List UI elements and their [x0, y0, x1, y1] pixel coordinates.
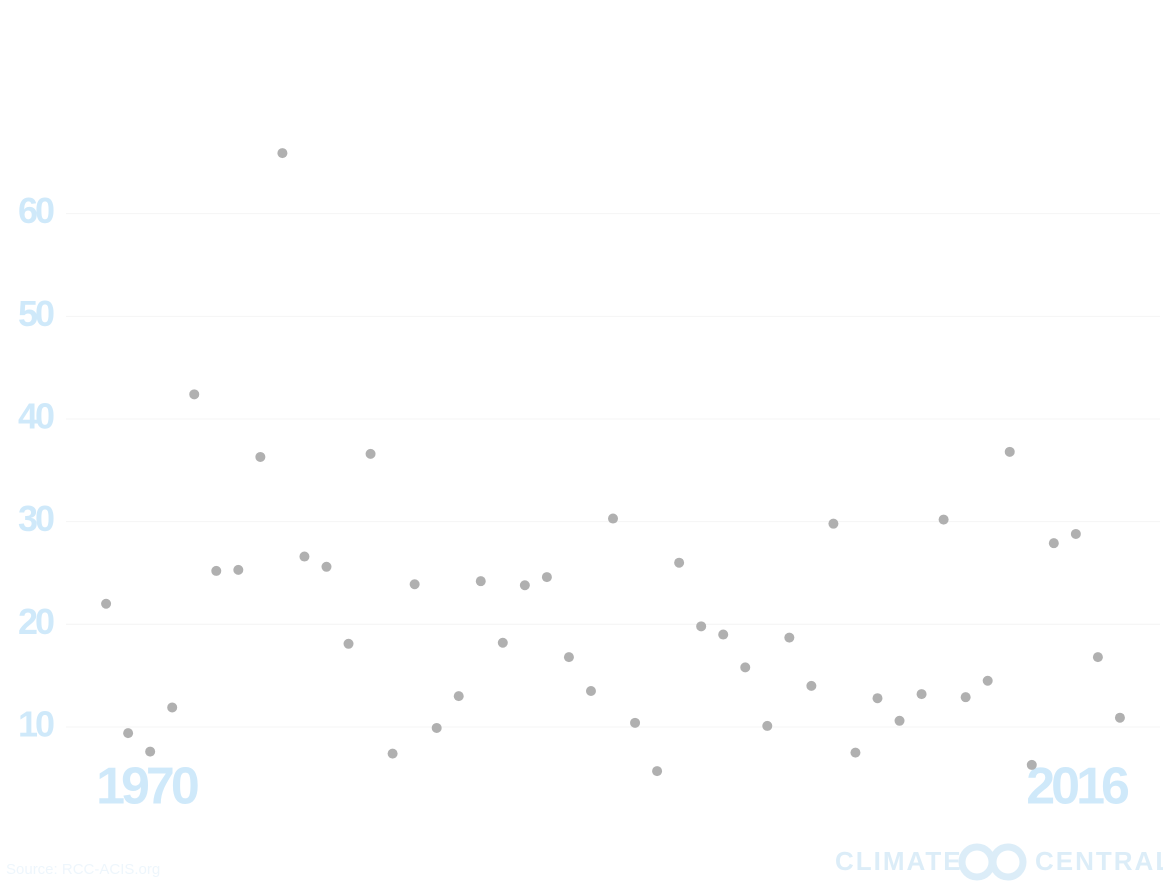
point	[850, 747, 861, 758]
x-tick-label: 2016	[1026, 758, 1129, 816]
point	[806, 680, 817, 691]
point	[409, 579, 420, 590]
point	[365, 448, 376, 459]
point	[1070, 528, 1081, 539]
point	[541, 572, 552, 583]
y-tick-label: 10	[18, 703, 54, 744]
point	[696, 621, 707, 632]
point	[828, 518, 839, 529]
source: Source: RCC-ACIS.org	[6, 861, 160, 878]
point	[652, 766, 663, 777]
point	[475, 576, 486, 587]
logo-text: CLIMATE	[835, 846, 963, 876]
point	[1004, 446, 1015, 457]
point	[982, 675, 993, 686]
y-tick-label: 50	[18, 293, 54, 334]
y-tick-label: 40	[18, 395, 54, 436]
logo-text: CENTRAL	[1035, 846, 1163, 876]
point	[563, 652, 574, 663]
point	[916, 689, 927, 700]
point	[497, 637, 508, 648]
point	[960, 692, 971, 703]
y-tick-label: 30	[18, 498, 54, 539]
point	[299, 551, 310, 562]
point	[585, 686, 596, 697]
point	[343, 638, 354, 649]
point	[1048, 538, 1059, 549]
point	[233, 564, 244, 575]
point	[277, 148, 288, 159]
point	[189, 389, 200, 400]
point	[938, 514, 949, 525]
point	[630, 717, 641, 728]
y-tick-label: 60	[18, 190, 54, 231]
point	[872, 693, 883, 704]
point	[1092, 652, 1103, 663]
point	[101, 598, 112, 609]
point	[431, 722, 442, 733]
point	[123, 728, 134, 739]
point	[167, 702, 178, 713]
point	[674, 557, 685, 568]
point	[740, 662, 751, 673]
point	[762, 720, 773, 731]
logo-icon	[958, 843, 1027, 881]
point	[211, 565, 222, 576]
point	[1026, 759, 1037, 770]
point	[718, 629, 729, 640]
point	[608, 513, 619, 524]
point	[1114, 712, 1125, 723]
point	[145, 746, 156, 757]
y-tick-label: 20	[18, 601, 54, 642]
point	[894, 715, 905, 726]
point	[519, 580, 530, 591]
x-tick-label: 1970	[96, 758, 198, 816]
point	[784, 632, 795, 643]
point	[453, 691, 464, 702]
point	[321, 561, 332, 572]
point	[387, 748, 398, 759]
point	[255, 451, 266, 462]
